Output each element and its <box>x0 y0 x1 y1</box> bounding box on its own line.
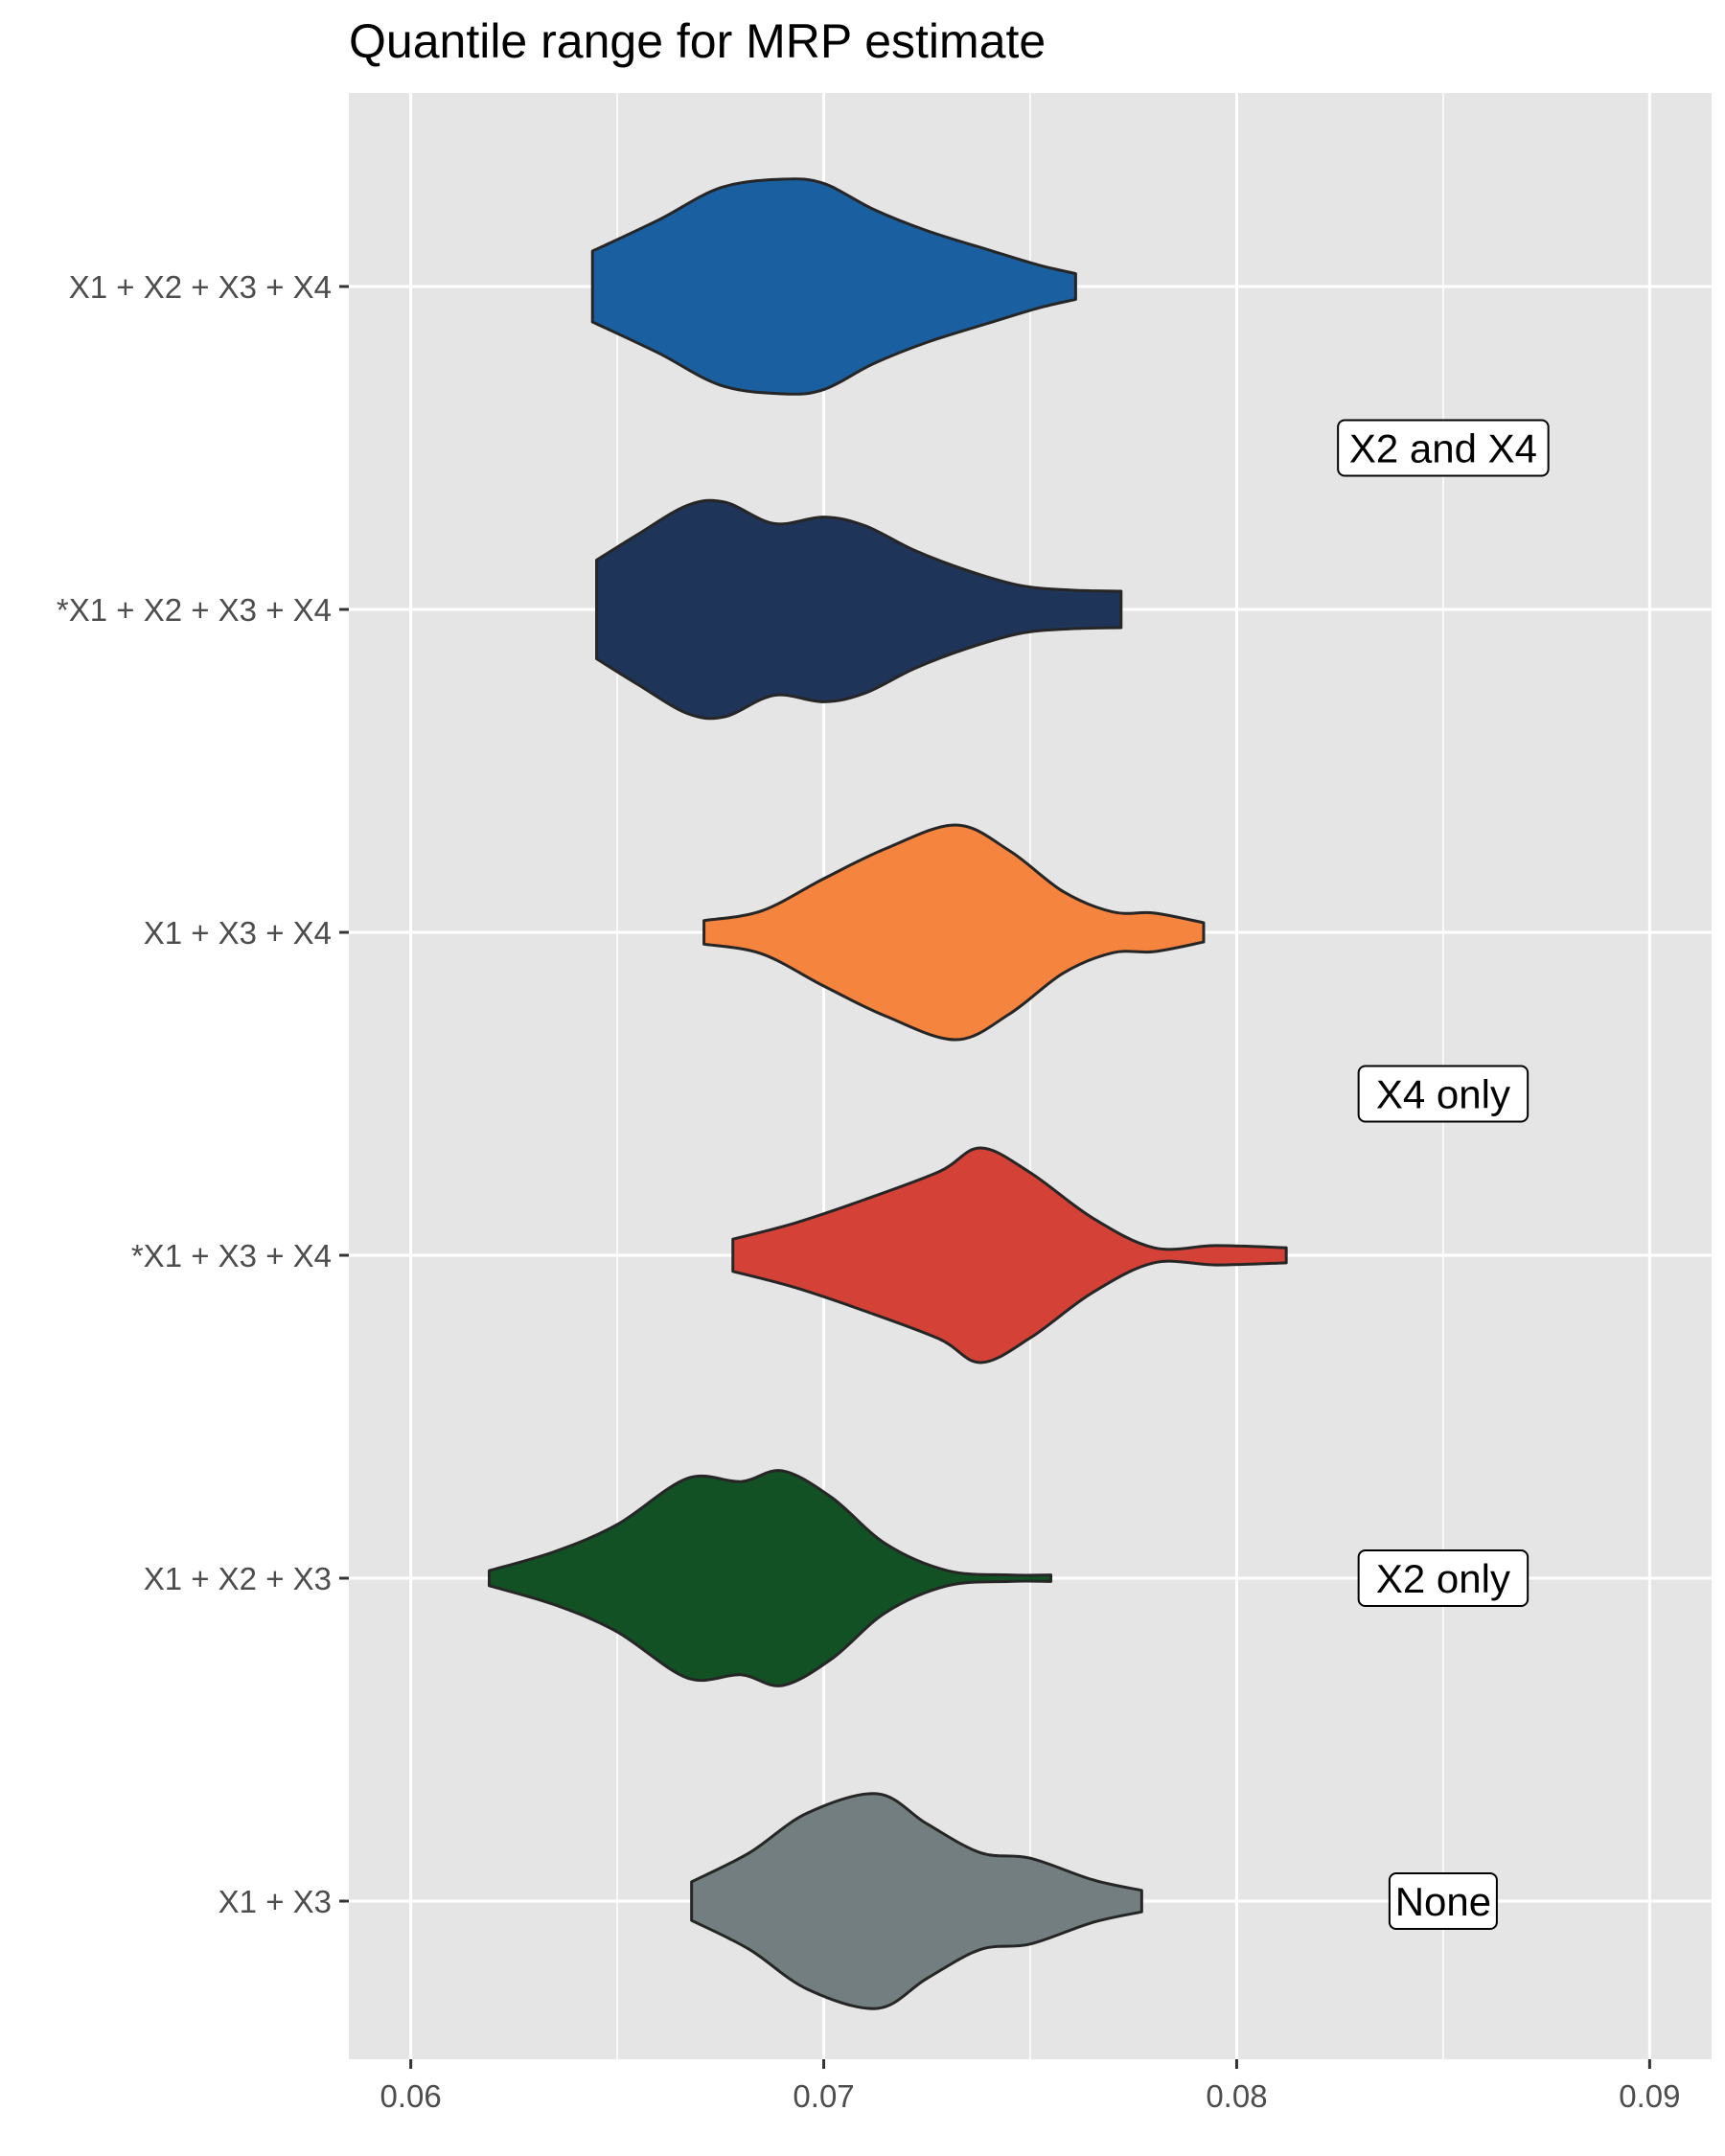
violin-0 <box>590 177 1077 396</box>
annotation-label: None <box>1395 1879 1491 1924</box>
annotation-box <box>1388 1872 1498 1930</box>
y-tick-label: *X1 + X2 + X3 + X4 <box>57 592 332 628</box>
x-tick-label: 0.06 <box>380 2078 442 2114</box>
violin-2 <box>702 823 1206 1042</box>
annotation-box <box>1337 419 1550 477</box>
violin-1 <box>595 498 1123 721</box>
y-tick-label: *X1 + X3 + X4 <box>131 1238 332 1273</box>
y-tick-label: X1 + X2 + X3 + X4 <box>69 269 332 305</box>
annotation-label: X4 only <box>1376 1072 1510 1117</box>
x-tick-label: 0.09 <box>1619 2078 1680 2114</box>
y-tick-label: X1 + X2 + X3 <box>144 1561 332 1596</box>
annotation-label: X2 and X4 <box>1349 426 1537 471</box>
annotation-label: X2 only <box>1376 1556 1510 1601</box>
y-tick-label: X1 + X3 + X4 <box>144 915 332 951</box>
annotation-box <box>1357 1549 1530 1607</box>
x-tick-label: 0.08 <box>1206 2078 1267 2114</box>
violin-4 <box>488 1469 1053 1687</box>
annotation-box <box>1357 1065 1530 1123</box>
violin-3 <box>731 1146 1288 1365</box>
violin-5 <box>690 1792 1143 2010</box>
chart-title: Quantile range for MRP estimate <box>349 14 1046 68</box>
y-tick-label: X1 + X3 <box>218 1884 332 1919</box>
x-tick-label: 0.07 <box>793 2078 854 2114</box>
